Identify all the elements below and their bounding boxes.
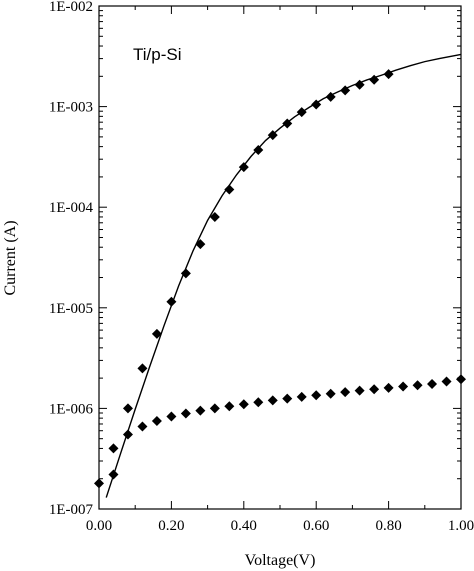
y-axis-ticks: 1E-007 1E-006 1E-005 1E-004 1E-003 1E-002	[49, 0, 461, 518]
data-point	[166, 411, 177, 422]
data-point	[94, 478, 104, 489]
x-tick-label: 0.40	[231, 518, 257, 534]
data-point	[137, 363, 148, 374]
data-point	[224, 184, 235, 195]
data-point	[456, 374, 466, 385]
data-point	[151, 415, 162, 426]
annotation-label: Ti/p-Si	[133, 45, 182, 64]
x-tick-label: 0.00	[86, 518, 112, 534]
data-point	[311, 390, 322, 401]
x-tick-label: 1.00	[448, 518, 474, 534]
y-tick-label: 1E-006	[49, 401, 94, 417]
x-tick-label: 0.80	[375, 518, 401, 534]
data-point	[180, 408, 191, 419]
data-point	[383, 382, 394, 393]
data-point	[354, 385, 365, 396]
series-layer	[94, 53, 466, 498]
data-point	[412, 380, 423, 391]
data-point	[369, 384, 380, 395]
y-tick-label: 1E-007	[49, 502, 94, 518]
x-axis-ticks: 0.00 0.20 0.40 0.60 0.80 1.00	[86, 6, 474, 534]
data-point	[282, 393, 293, 404]
series-2	[108, 374, 466, 480]
data-point	[427, 378, 438, 389]
data-point	[122, 403, 133, 414]
data-point	[398, 381, 409, 392]
x-tick-label: 0.20	[158, 518, 184, 534]
y-axis-title: Current (A)	[2, 220, 19, 295]
data-point	[253, 145, 264, 156]
data-point	[195, 405, 206, 416]
x-tick-label: 0.60	[303, 518, 329, 534]
data-point	[296, 391, 307, 402]
data-point	[340, 387, 351, 398]
x-axis-title: Voltage(V)	[245, 552, 316, 569]
y-tick-label: 1E-004	[49, 200, 94, 216]
series-1	[94, 69, 394, 489]
data-point	[137, 421, 148, 432]
y-tick-label: 1E-002	[49, 0, 93, 15]
data-point	[325, 388, 336, 399]
y-tick-label: 1E-005	[49, 301, 93, 317]
data-point	[224, 401, 235, 412]
series-3	[105, 53, 462, 498]
data-point	[253, 397, 264, 408]
data-point	[151, 328, 162, 339]
data-point	[238, 399, 249, 410]
data-point	[209, 403, 220, 414]
data-point	[108, 443, 119, 454]
data-point	[441, 376, 452, 387]
data-point	[267, 395, 278, 406]
fit-curve	[105, 53, 462, 498]
data-point	[209, 211, 220, 222]
y-tick-label: 1E-003	[49, 100, 93, 116]
